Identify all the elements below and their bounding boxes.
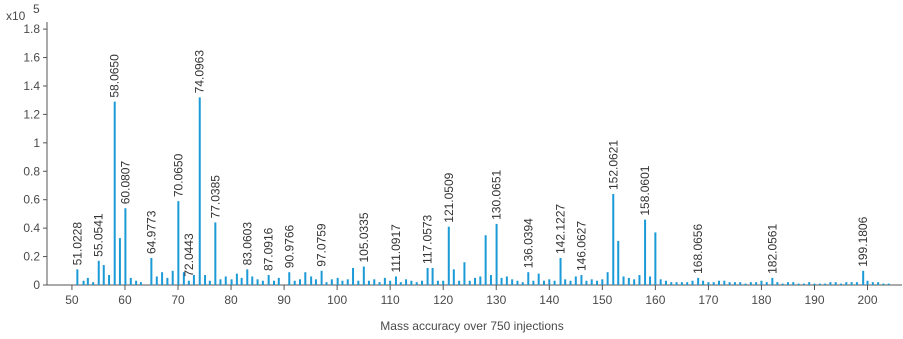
x-tick-label: 130 — [486, 293, 506, 307]
peak-label: 158.0601 — [638, 165, 652, 215]
peak-label: 142.1227 — [554, 204, 568, 254]
peak-label: 51.0228 — [70, 222, 84, 266]
peak-labels: 51.0228 55.0541 58.0650 60.0807 64.9773 70.06… — [70, 50, 870, 277]
x-tick-label: 150 — [592, 293, 612, 307]
y-tick-label: 0.6 — [23, 193, 40, 207]
y-tick-label: 1.4 — [23, 79, 40, 93]
x-tick-label: 110 — [381, 293, 400, 307]
peak-label: 152.0621 — [606, 140, 620, 190]
peak-label: 90.9766 — [282, 225, 296, 269]
peak-label: 64.9773 — [144, 210, 158, 254]
peak-label: 111.0917 — [389, 224, 403, 273]
x-tick-label: 60 — [118, 293, 132, 307]
x-tick-label: 90 — [277, 293, 291, 307]
peak-label: 136.0394 — [521, 218, 535, 268]
y-multiplier-exponent: 5 — [33, 2, 40, 16]
y-tick-label: 1.8 — [23, 22, 40, 36]
x-axis-title: Mass accuracy over 750 injections — [380, 319, 563, 333]
x-tick-label: 120 — [433, 293, 453, 307]
peak-label: 60.0807 — [118, 161, 132, 205]
peak-label: 55.0541 — [92, 213, 106, 257]
y-tick-label: 0.8 — [23, 164, 40, 178]
peak-label: 199.1806 — [856, 216, 870, 266]
peak-label: 77.0385 — [208, 175, 222, 219]
x-tick-label: 70 — [171, 293, 185, 307]
y-axis: 0 0.2 0.4 0.6 0.8 1 1.2 1.4 1.6 1.8 — [23, 22, 48, 292]
peak-label: 182.0561 — [765, 224, 779, 274]
y-tick-label: 0 — [33, 278, 40, 292]
x-tick-label: 140 — [539, 293, 559, 307]
peak-label: 168.0656 — [691, 224, 705, 274]
x-tick-label: 180 — [751, 293, 771, 307]
peak-label: 70.0650 — [171, 153, 185, 197]
peak-label: 130.0651 — [490, 169, 504, 219]
x-tick-label: 80 — [224, 293, 238, 307]
peak-label: 74.0963 — [193, 50, 207, 94]
x-axis: 50 60 70 80 90 100 110 120 130 140 150 160 170 180 190… — [47, 284, 902, 307]
peak-label: 83.0603 — [240, 222, 254, 266]
peak-label: 117.0573 — [421, 214, 435, 263]
y-multiplier: x10 5 — [6, 2, 40, 23]
peak-label: 72.0443 — [182, 233, 196, 277]
x-tick-label: 50 — [65, 293, 79, 307]
y-tick-label: 1.2 — [23, 107, 40, 121]
x-tick-label: 200 — [858, 293, 878, 307]
y-tick-label: 1 — [33, 136, 40, 150]
y-multiplier-label: x10 — [6, 9, 26, 23]
peak-label: 105.0335 — [357, 212, 371, 262]
spectrum-peaks — [76, 97, 890, 285]
x-tick-label: 100 — [327, 293, 347, 307]
x-tick-label: 160 — [645, 293, 665, 307]
peak-label: 58.0650 — [108, 54, 122, 98]
peak-label: 121.0509 — [442, 172, 456, 222]
peak-label: 97.0759 — [315, 223, 329, 267]
x-tick-label: 170 — [698, 293, 718, 307]
y-tick-label: 0.2 — [23, 250, 40, 264]
peak-label: 87.0916 — [262, 227, 276, 271]
y-tick-label: 0.4 — [23, 221, 40, 235]
y-tick-label: 1.6 — [23, 51, 40, 65]
peak-label: 146.0627 — [574, 221, 588, 271]
x-tick-label: 190 — [804, 293, 824, 307]
